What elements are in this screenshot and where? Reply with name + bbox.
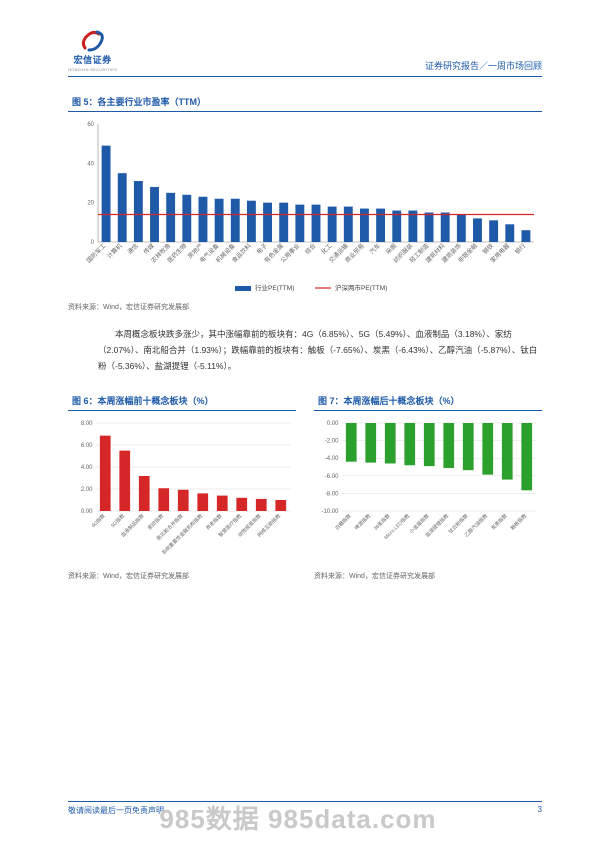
fig7-svg: -10.00 -8.00 -6.00 -4.00 -2.00 0.00 白糖指数啤酒指数36… (314, 417, 542, 567)
svg-text:综合: 综合 (303, 242, 317, 256)
svg-text:0: 0 (91, 240, 95, 246)
fig6-svg: 0.002.004.006.008.004G指数5G指数血液制品指数家纺指数南北… (68, 417, 296, 567)
fig6-col: 图 6：本周涨幅前十概念板块（%） 0.002.004.006.008.004G… (68, 392, 296, 595)
svg-text:2.00: 2.00 (81, 487, 93, 493)
charts-row: 图 6：本周涨幅前十概念板块（%） 0.002.004.006.008.004G… (68, 392, 542, 595)
svg-text:36氪指数: 36氪指数 (372, 513, 391, 532)
logo: 宏信证券 HONGXIN SECURITIES (68, 28, 117, 72)
svg-text:炭黑指数: 炭黑指数 (490, 513, 509, 532)
fig7-col: 图 7：本周涨幅后十概念板块（%） -10.00-8.00-6.00-4.00-… (314, 392, 542, 595)
svg-text:电子: 电子 (255, 242, 269, 256)
svg-text:行业PE(TTM): 行业PE(TTM) (255, 283, 294, 292)
svg-text:化工: 化工 (319, 242, 333, 256)
svg-text:通信: 通信 (126, 242, 140, 256)
svg-text:0.00: 0.00 (327, 421, 339, 427)
fig6-chart: 0.002.004.006.008.004G指数5G指数血液制品指数家纺指数南北… (68, 417, 296, 567)
logo-text: 宏信证券 (74, 53, 112, 66)
fig5-title: 图 5：各主要行业市盈率（TTM） (68, 93, 542, 112)
svg-text:白糖指数: 白糖指数 (334, 513, 353, 532)
svg-text:4.00: 4.00 (81, 465, 93, 471)
svg-text:啤酒指数: 啤酒指数 (353, 513, 372, 532)
svg-text:钢铁: 钢铁 (481, 242, 495, 256)
svg-text:-2.00: -2.00 (325, 439, 339, 445)
svg-text:家纺指数: 家纺指数 (146, 513, 165, 532)
fig5-svg: 0204060国防军工计算机通信传媒农林牧渔医药生物房地产电气设备机械设备食品饮… (68, 118, 542, 298)
fig7-source: 资料来源：Wind，宏信证券研究发展部 (314, 571, 542, 581)
page: 宏信证券 HONGXIN SECURITIES 证券研究报告／一周市场回顾 图 … (0, 0, 596, 842)
watermark: 985数据 985data.com (0, 799, 596, 836)
svg-text:-4.00: -4.00 (325, 457, 339, 463)
fig5-source: 资料来源：Wind，宏信证券研究发展部 (68, 302, 542, 312)
svg-text:国防军工: 国防军工 (85, 242, 108, 265)
svg-text:60: 60 (87, 122, 94, 128)
svg-text:触板指数: 触板指数 (509, 513, 528, 532)
logo-icon (79, 28, 107, 52)
svg-text:20: 20 (87, 201, 94, 207)
fig7-title: 图 7：本周涨幅后十概念板块（%） (314, 392, 542, 411)
page-header: 宏信证券 HONGXIN SECURITIES 证券研究报告／一周市场回顾 (68, 28, 542, 77)
svg-text:40: 40 (87, 161, 94, 167)
fig5-chart: 0204060国防军工计算机通信传媒农林牧渔医药生物房地产电气设备机械设备食品饮… (68, 118, 542, 298)
svg-text:汽车: 汽车 (368, 242, 382, 256)
header-right-text: 证券研究报告／一周市场回顾 (425, 59, 542, 72)
fig6-title: 图 6：本周涨幅前十概念板块（%） (68, 392, 296, 411)
svg-text:计算机: 计算机 (105, 242, 123, 260)
svg-text:采掘: 采掘 (384, 242, 398, 256)
svg-text:8.00: 8.00 (81, 421, 93, 427)
svg-text:-6.00: -6.00 (325, 474, 339, 480)
body-paragraph: 本周概念板块跌多涨少，其中涨幅靠前的板块有：4G（6.85%）、5G（5.49%… (68, 326, 542, 374)
fig7-chart: -10.00 -8.00 -6.00 -4.00 -2.00 0.00 白糖指数啤酒指数36… (314, 417, 542, 567)
logo-subtext: HONGXIN SECURITIES (68, 67, 117, 72)
svg-text:-10.00: -10.00 (321, 509, 339, 515)
svg-text:养老指数: 养老指数 (205, 513, 224, 532)
svg-text:沪深两市PE(TTM): 沪深两市PE(TTM) (335, 283, 387, 292)
svg-text:银行: 银行 (513, 242, 527, 256)
fig6-source: 资料来源：Wind，宏信证券研究发展部 (68, 571, 296, 581)
svg-text:6.00: 6.00 (81, 443, 93, 449)
svg-text:5G指数: 5G指数 (109, 513, 126, 530)
svg-text:0.00: 0.00 (81, 509, 93, 515)
svg-text:-8.00: -8.00 (325, 492, 339, 498)
svg-text:传媒: 传媒 (142, 242, 156, 256)
